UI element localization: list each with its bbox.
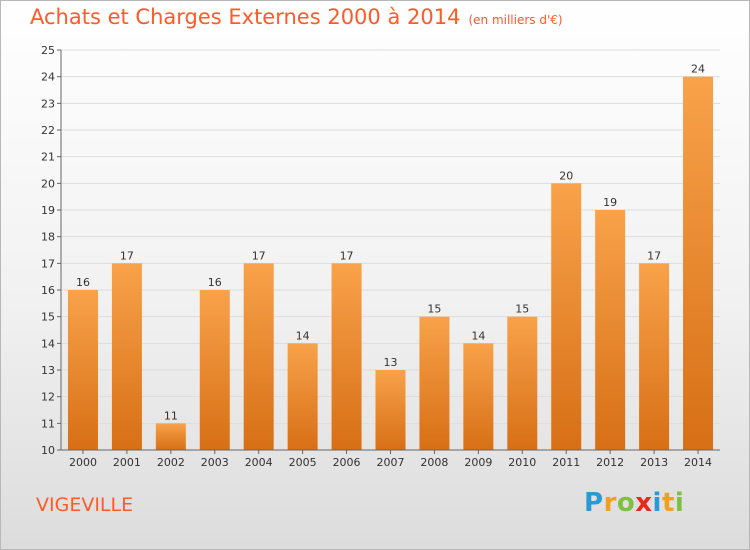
bar-2013	[639, 263, 670, 450]
value-label-2003: 16	[208, 276, 222, 289]
x-tick-label-2000: 2000	[69, 456, 97, 469]
bar-2006	[331, 263, 362, 450]
value-label-2006: 17	[340, 249, 354, 262]
x-tick-label-2007: 2007	[377, 456, 405, 469]
x-tick-label-2004: 2004	[245, 456, 273, 469]
y-tick-label-18: 18	[41, 231, 55, 244]
y-tick-label-15: 15	[41, 311, 55, 324]
y-tick-label-24: 24	[41, 71, 55, 84]
value-label-2000: 16	[76, 276, 90, 289]
value-label-2014: 24	[691, 63, 705, 76]
y-tick-label-17: 17	[41, 257, 55, 270]
value-label-2007: 13	[384, 356, 398, 369]
logo-letter: x	[635, 488, 653, 518]
logo-letter: o	[616, 488, 636, 518]
value-label-2010: 15	[515, 303, 529, 316]
x-tick-label-2014: 2014	[684, 456, 712, 469]
x-tick-label-2009: 2009	[464, 456, 492, 469]
x-tick-label-2005: 2005	[289, 456, 317, 469]
x-tick-label-2012: 2012	[596, 456, 624, 469]
labels: 16 2000 17 2001 11 2002 16 2003 17 2004 14 2005 17 20…	[69, 63, 712, 469]
bar-2001	[111, 263, 142, 450]
y-tick-label-19: 19	[41, 204, 55, 217]
logo-letter: i	[674, 488, 685, 518]
bar-2012	[595, 210, 626, 450]
value-label-2011: 20	[559, 169, 573, 182]
x-tick-label-2010: 2010	[508, 456, 536, 469]
y-tick-label-11: 11	[41, 417, 55, 430]
bar-2011	[551, 183, 582, 451]
bar-2010	[507, 316, 538, 450]
x-tick-label-2006: 2006	[333, 456, 361, 469]
x-tick-label-2002: 2002	[157, 456, 185, 469]
x-tick-label-2008: 2008	[420, 456, 448, 469]
x-tick-label-2003: 2003	[201, 456, 229, 469]
y-tick-label-14: 14	[41, 337, 55, 350]
value-label-2004: 17	[252, 249, 266, 262]
value-label-2002: 11	[164, 409, 178, 422]
y-tick-label-16: 16	[41, 284, 55, 297]
y-tick-label-20: 20	[41, 177, 55, 190]
logo-letter: r	[603, 488, 617, 518]
y-tick-label-23: 23	[41, 97, 55, 110]
logo-letter: P	[584, 488, 604, 518]
x-tick-label-2011: 2011	[552, 456, 580, 469]
proxiti-logo: Proxiti	[584, 488, 684, 518]
value-label-2013: 17	[647, 249, 661, 262]
logo-letter: t	[661, 488, 675, 518]
y-tick-label-22: 22	[41, 124, 55, 137]
bar-2004	[243, 263, 274, 450]
x-tick-label-2013: 2013	[640, 456, 668, 469]
y-tick-label-25: 25	[41, 44, 55, 57]
value-label-2008: 15	[427, 303, 441, 316]
bar-2008	[419, 316, 450, 450]
bar-2003	[199, 290, 230, 450]
y-tick-label-10: 10	[41, 444, 55, 457]
x-tick-label-2001: 2001	[113, 456, 141, 469]
bar-2005	[287, 343, 318, 450]
value-label-2009: 14	[471, 329, 485, 342]
y-tick-label-13: 13	[41, 364, 55, 377]
logo-letter: i	[652, 488, 662, 518]
bar-2002	[155, 423, 186, 450]
chart-subtitle: (en milliers d'€)	[468, 13, 563, 27]
bar-2009	[463, 343, 494, 450]
value-label-2005: 14	[296, 329, 310, 342]
y-tick-label-12: 12	[41, 391, 55, 404]
axes: 10 11 12 13 14 15 16 17 18 19 20 21 22 23 24 25	[41, 44, 720, 457]
bar-2014	[683, 76, 714, 451]
bars	[67, 76, 714, 451]
y-tick-label-21: 21	[41, 151, 55, 164]
value-label-2001: 17	[120, 249, 134, 262]
location-name: VIGEVILLE	[36, 494, 134, 516]
chart-title-text: Achats et Charges Externes 2000 à 2014	[30, 5, 461, 29]
bar-2007	[375, 370, 406, 450]
chart-title: Achats et Charges Externes 2000 à 2014 (e…	[30, 5, 563, 29]
bar-2000	[67, 290, 98, 450]
value-label-2012: 19	[603, 196, 617, 209]
